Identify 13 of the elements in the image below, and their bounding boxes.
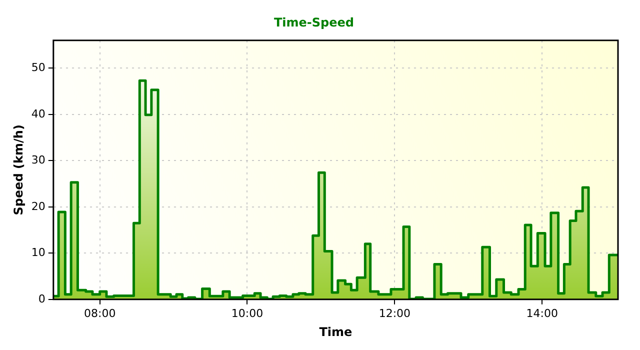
y-tick-label: 10 — [31, 246, 46, 260]
x-tick-label: 12:00 — [378, 306, 411, 320]
x-tick-label: 08:00 — [84, 306, 116, 320]
y-tick-label: 50 — [31, 61, 46, 74]
x-tick-label: 14:00 — [526, 306, 558, 320]
x-tick-label: 10:00 — [231, 306, 264, 320]
x-axis-title: Time — [319, 324, 352, 339]
y-tick-label: 30 — [31, 154, 46, 167]
chart-title: Time-Speed — [274, 15, 354, 30]
y-tick-label: 20 — [31, 200, 46, 213]
y-axis-title: Speed (km/h) — [11, 124, 26, 216]
y-tick-label: 0 — [38, 292, 46, 306]
y-tick-label: 40 — [31, 107, 46, 120]
